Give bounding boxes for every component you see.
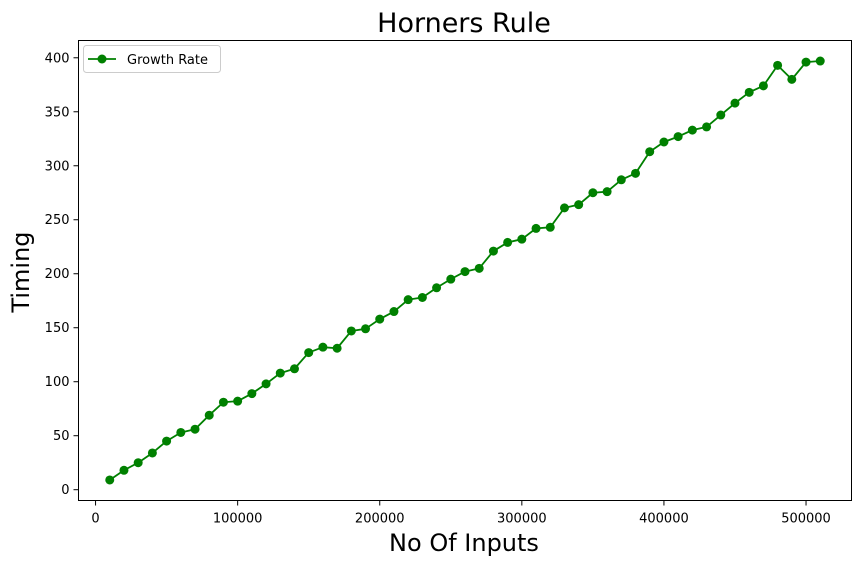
data-point	[403, 295, 413, 305]
data-point	[247, 389, 257, 399]
series-layer	[105, 56, 825, 485]
data-point	[588, 188, 598, 198]
data-point	[559, 203, 569, 213]
data-point	[716, 110, 726, 120]
data-point	[233, 396, 243, 406]
data-point	[190, 424, 200, 434]
data-point	[702, 122, 712, 132]
data-point	[375, 314, 385, 324]
chart-title: Horners Rule	[377, 8, 551, 39]
data-point	[460, 267, 470, 277]
data-point	[488, 246, 498, 256]
y-axis-title: Timing	[7, 231, 35, 313]
data-point	[389, 307, 399, 317]
legend-box	[83, 45, 221, 73]
y-tick-label: 0	[61, 483, 69, 498]
data-point	[162, 436, 172, 446]
data-point	[474, 263, 484, 273]
data-point	[119, 465, 129, 475]
data-point	[417, 292, 427, 302]
data-point	[730, 98, 740, 108]
x-tick-label: 400000	[639, 512, 689, 527]
y-tick-label: 200	[45, 267, 70, 282]
data-point	[105, 475, 115, 485]
data-point	[758, 81, 768, 91]
data-point	[773, 60, 783, 70]
data-point	[204, 410, 214, 420]
data-point	[531, 223, 541, 233]
data-point	[517, 234, 527, 244]
data-point	[147, 448, 157, 458]
x-axis-title: No Of Inputs	[389, 529, 539, 557]
x-tick-label: 200000	[355, 512, 405, 527]
y-tick-label: 250	[45, 213, 70, 228]
data-point	[801, 57, 811, 67]
data-point	[261, 379, 271, 389]
data-point	[673, 132, 683, 142]
y-tick-label: 400	[45, 51, 70, 66]
x-axis: 0 100000 200000 300000 400000 500000	[91, 500, 831, 527]
data-point	[503, 237, 513, 247]
legend: Growth Rate	[83, 45, 221, 73]
x-tick-label: 100000	[213, 512, 263, 527]
legend-label: Growth Rate	[127, 53, 208, 68]
data-point	[659, 137, 669, 147]
data-point	[218, 397, 228, 407]
data-point	[446, 274, 456, 284]
data-point	[616, 175, 626, 185]
data-point	[318, 342, 328, 352]
y-tick-label: 300	[45, 159, 70, 174]
data-point	[176, 427, 186, 437]
data-point	[574, 200, 584, 210]
y-tick-label: 100	[45, 375, 70, 390]
x-tick-label: 300000	[497, 512, 547, 527]
data-point	[602, 187, 612, 197]
data-point	[645, 147, 655, 157]
data-point	[432, 283, 442, 293]
data-point	[289, 364, 299, 374]
data-point	[545, 222, 555, 232]
data-point	[815, 56, 825, 66]
y-tick-label: 350	[45, 105, 70, 120]
data-point	[744, 87, 754, 97]
plot-frame	[78, 40, 852, 501]
data-point	[361, 324, 371, 334]
data-point	[346, 326, 356, 336]
data-point	[631, 168, 641, 178]
data-point	[133, 458, 143, 468]
x-tick-label: 500000	[781, 512, 831, 527]
y-axis: 0 50 100 150 200 250 300 350 400	[45, 51, 79, 498]
data-point	[687, 125, 697, 135]
data-point	[275, 368, 285, 378]
data-point	[332, 343, 342, 353]
legend-point-marker	[97, 54, 107, 64]
data-point	[787, 74, 797, 84]
data-point	[304, 348, 314, 358]
x-tick-label: 0	[91, 512, 99, 527]
y-tick-label: 50	[53, 429, 70, 444]
y-tick-label: 150	[45, 321, 70, 336]
